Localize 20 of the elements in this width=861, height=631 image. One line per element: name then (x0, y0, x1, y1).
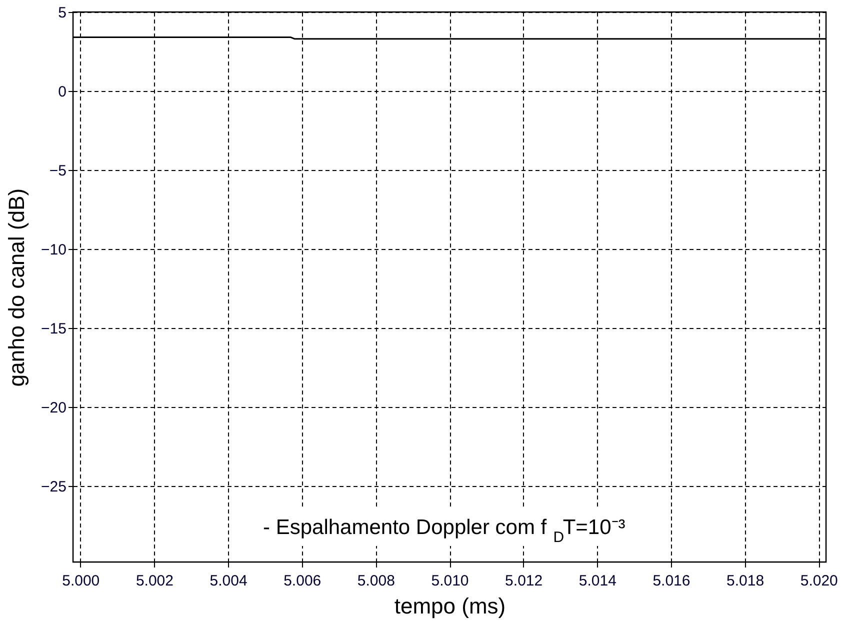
x-tick-label: 5.000 (62, 572, 100, 590)
x-tick-label: 5.006 (284, 572, 322, 590)
x-tick-label: 5.016 (652, 572, 690, 590)
y-tick-label: −20 (41, 400, 66, 417)
x-tick-label: 5.020 (800, 572, 838, 590)
x-tick-label: 5.010 (431, 572, 469, 590)
x-tick-label: 5.004 (210, 572, 248, 590)
x-tick-label: 5.018 (726, 572, 764, 590)
y-tick-label: −15 (41, 320, 66, 338)
x-axis-title: tempo (ms) (394, 594, 506, 618)
y-tick-label: −10 (41, 242, 66, 259)
y-tick-label: 0 (58, 84, 66, 101)
x-tick-label: 5.012 (505, 572, 543, 590)
y-axis-title: ganho do canal (dB) (4, 188, 30, 387)
x-tick-label: 5.008 (357, 572, 395, 590)
x-tick-label: 5.014 (578, 572, 616, 590)
y-tick-label: 5 (58, 4, 66, 22)
x-tick-label: 5.002 (136, 572, 174, 590)
y-tick-label: −25 (41, 478, 66, 496)
y-tick-label: −5 (49, 162, 66, 180)
